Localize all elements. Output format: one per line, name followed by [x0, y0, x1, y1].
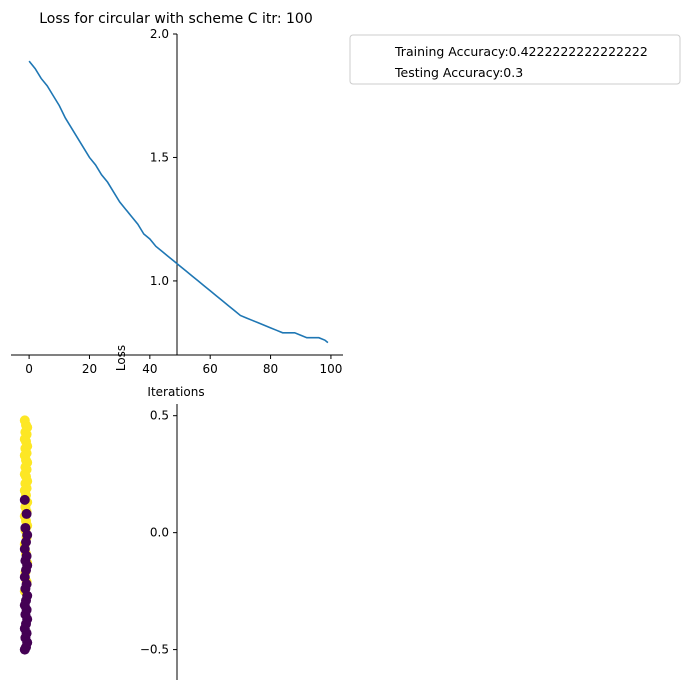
loss-x-ticks: 0 20 40 60 80 100 [25, 355, 342, 376]
loss-series-line [28, 60, 329, 344]
x-tick-label: 60 [203, 362, 218, 376]
chart-title: Loss for circular with scheme C itr: 100 [39, 11, 312, 27]
scatter-y-ticks: −0.5 0.0 0.5 [140, 409, 177, 657]
scatter-point-class-0 [19, 494, 30, 505]
legend-frame [349, 34, 681, 85]
x-tick-label: 0 [25, 362, 33, 376]
y-tick-label: 1.0 [150, 274, 169, 288]
scatter-y-tick-label: 0.0 [150, 526, 169, 540]
scatter-class-0-points [19, 494, 33, 655]
x-tick-label: 40 [142, 362, 157, 376]
x-axis-label: Iterations [147, 385, 204, 399]
loss-series-points [29, 61, 329, 343]
legend-entry-testing-accuracy: Testing Accuracy:0.3 [394, 65, 523, 80]
loss-chart: Loss for circular with scheme C itr: 100… [11, 11, 343, 399]
y-tick-label: 1.5 [150, 150, 169, 164]
scatter-y-tick-label: 0.5 [150, 409, 169, 423]
legend: Training Accuracy:0.4222222222222222 Tes… [349, 34, 681, 85]
x-tick-label: 100 [319, 362, 342, 376]
scatter-point-class-0 [19, 644, 30, 655]
y-axis-label: Loss [114, 345, 128, 371]
scatter-chart: −0.5 0.0 0.5 [19, 404, 178, 680]
scatter-y-tick-label: −0.5 [140, 643, 169, 657]
x-tick-label: 20 [82, 362, 97, 376]
loss-y-ticks: 1.0 1.5 2.0 [150, 27, 177, 288]
y-tick-label: 2.0 [150, 27, 169, 41]
scatter-point-class-0 [21, 508, 32, 519]
legend-entry-training-accuracy: Training Accuracy:0.4222222222222222 [394, 44, 648, 59]
x-tick-label: 80 [263, 362, 278, 376]
